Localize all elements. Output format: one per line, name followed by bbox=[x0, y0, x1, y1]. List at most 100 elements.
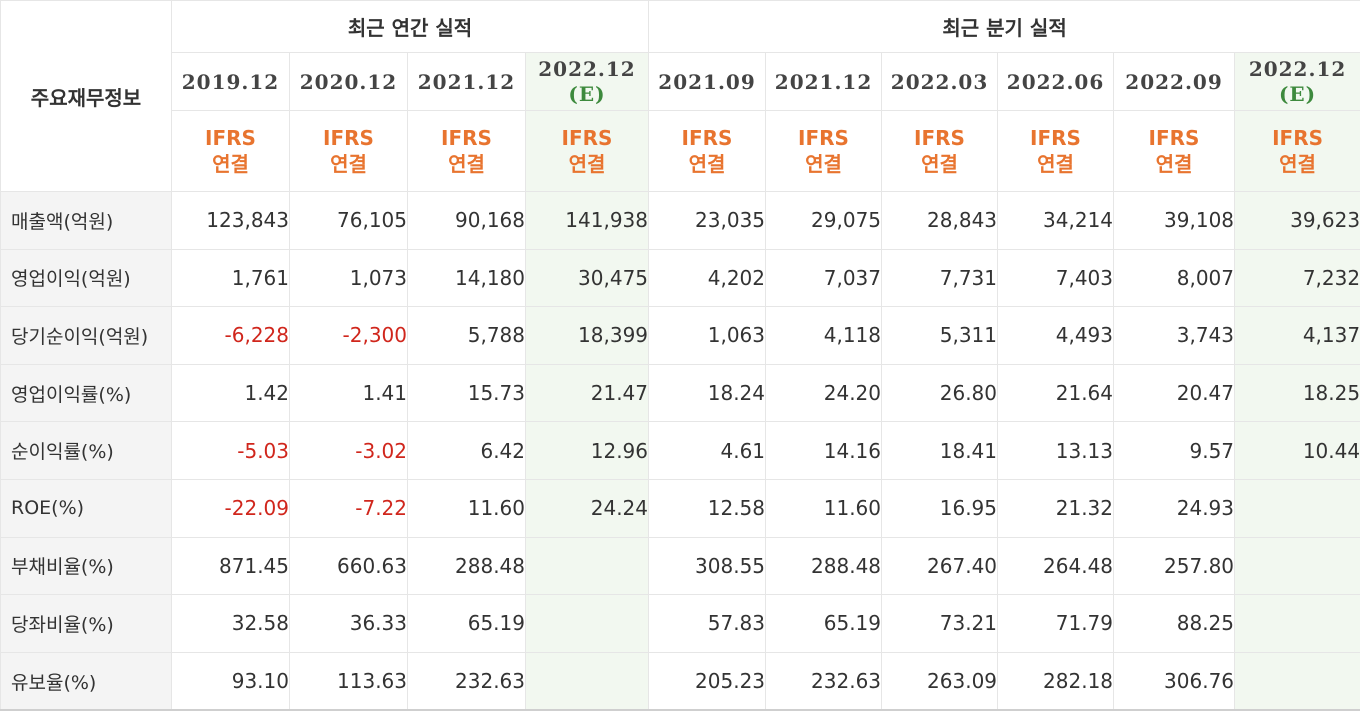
basis-consolidation: 연결 bbox=[212, 152, 249, 176]
value-cell: 232.63 bbox=[765, 651, 883, 712]
value-cell: 32.58 bbox=[171, 594, 290, 653]
value-cell: 21.32 bbox=[997, 478, 1115, 538]
basis-consolidation: 연결 bbox=[568, 152, 606, 176]
period-date: 2021.12 bbox=[774, 69, 873, 94]
period-date: 2021.12 bbox=[417, 69, 516, 94]
basis-consolidation: 연결 bbox=[1037, 152, 1074, 176]
value-cell: 29,075 bbox=[765, 191, 883, 250]
value-cell: 7,232 bbox=[1234, 248, 1360, 308]
value-cell: -22.09 bbox=[171, 478, 290, 538]
value-cell: 39,108 bbox=[1113, 191, 1236, 250]
row-label: 영업이익(억원) bbox=[0, 248, 172, 308]
table-row: 순이익률(%) -5.03 -3.02 6.42 12.96 4.61 14.16 18.41… bbox=[0, 421, 1360, 480]
basis-standard: IFRS bbox=[205, 126, 256, 150]
period-date-row: 2019.12 2020.12 2021.12 2022.12 (E) 2021.09 20… bbox=[1, 52, 1360, 111]
row-label: 영업이익률(%) bbox=[0, 363, 172, 423]
period-date-header: 2021.09 bbox=[648, 52, 767, 111]
accounting-basis-header: IFRS 연결 bbox=[881, 110, 999, 192]
value-cell: 288.48 bbox=[765, 536, 883, 596]
value-cell: 288.48 bbox=[407, 536, 526, 596]
accounting-basis-row: IFRS 연결 IFRS 연결 IFRS 연결 IFRS 연결 IFRS 연결 IFRS 연결 IFRS… bbox=[1, 110, 1360, 192]
value-cell: 14.16 bbox=[765, 421, 883, 480]
value-cell: 3,743 bbox=[1113, 306, 1236, 365]
period-date-header: 2022.12 (E) bbox=[524, 52, 650, 111]
value-cell: 4,493 bbox=[997, 306, 1115, 365]
period-date: 2022.09 bbox=[1125, 69, 1223, 94]
basis-standard: IFRS bbox=[441, 126, 492, 150]
value-cell: 30,475 bbox=[524, 248, 650, 308]
value-cell: 123,843 bbox=[171, 191, 290, 250]
value-cell: 113.63 bbox=[289, 651, 408, 712]
value-cell: 1.41 bbox=[289, 363, 408, 423]
period-date: 2022.06 bbox=[1006, 69, 1105, 94]
value-cell: 28,843 bbox=[881, 191, 999, 250]
value-cell: 16.95 bbox=[881, 478, 999, 538]
value-cell: 18,399 bbox=[524, 306, 650, 365]
table-row: 매출액(억원) 123,843 76,105 90,168 141,938 23,035 2… bbox=[0, 191, 1360, 250]
value-cell: 7,403 bbox=[997, 248, 1115, 308]
value-cell: 7,037 bbox=[765, 248, 883, 308]
period-date: 2019.12 bbox=[181, 69, 280, 94]
value-cell bbox=[524, 594, 650, 653]
value-cell: -6,228 bbox=[171, 306, 290, 365]
value-cell: 1,063 bbox=[648, 306, 767, 365]
basis-consolidation: 연결 bbox=[330, 152, 367, 176]
value-cell: 20.47 bbox=[1113, 363, 1236, 423]
value-cell: 264.48 bbox=[997, 536, 1115, 596]
value-cell bbox=[1234, 478, 1360, 538]
period-date-header: 2022.12 (E) bbox=[1234, 52, 1360, 111]
accounting-basis-header: IFRS 연결 bbox=[997, 110, 1115, 192]
accounting-basis-header: IFRS 연결 bbox=[407, 110, 526, 192]
value-cell bbox=[524, 651, 650, 712]
basis-standard: IFRS bbox=[798, 126, 849, 150]
period-date-header: 2021.12 bbox=[765, 52, 883, 111]
accounting-basis-header: IFRS 연결 bbox=[765, 110, 883, 192]
value-cell: 57.83 bbox=[648, 594, 767, 653]
value-cell: 36.33 bbox=[289, 594, 408, 653]
table-row: ROE(%) -22.09 -7.22 11.60 24.24 12.58 11.60 16.… bbox=[0, 478, 1360, 538]
value-cell: 267.40 bbox=[881, 536, 999, 596]
group-header-row: 주요재무정보 최근 연간 실적 최근 분기 실적 bbox=[0, 0, 1360, 192]
value-cell: 24.24 bbox=[524, 478, 650, 538]
value-cell: 205.23 bbox=[648, 651, 767, 712]
period-date: 2022.12 bbox=[538, 56, 636, 81]
value-cell: -2,300 bbox=[289, 306, 408, 365]
row-label: 부채비율(%) bbox=[0, 536, 172, 596]
value-cell: 4,202 bbox=[648, 248, 767, 308]
period-date: 2021.09 bbox=[658, 69, 756, 94]
group-header-annual: 최근 연간 실적 bbox=[170, 0, 650, 53]
value-cell: 88.25 bbox=[1113, 594, 1236, 653]
table-row: 당기순이익(억원) -6,228 -2,300 5,788 18,399 1,063 4,1… bbox=[0, 306, 1360, 365]
value-cell: 23,035 bbox=[648, 191, 767, 250]
table-row: 당좌비율(%) 32.58 36.33 65.19 57.83 65.19 73.21 71.… bbox=[0, 594, 1360, 653]
period-date-header: 2022.09 bbox=[1113, 52, 1236, 111]
row-label: ROE(%) bbox=[0, 478, 172, 538]
row-label: 당좌비율(%) bbox=[0, 594, 172, 653]
value-cell: 12.58 bbox=[648, 478, 767, 538]
basis-standard: IFRS bbox=[1148, 126, 1200, 150]
value-cell: 871.45 bbox=[171, 536, 290, 596]
value-cell bbox=[1234, 594, 1360, 653]
value-cell: 10.44 bbox=[1234, 421, 1360, 480]
accounting-basis-header: IFRS 연결 bbox=[171, 110, 290, 192]
value-cell: 4,118 bbox=[765, 306, 883, 365]
row-header-label: 주요재무정보 bbox=[0, 0, 172, 192]
value-cell: 24.20 bbox=[765, 363, 883, 423]
value-cell: 39,623 bbox=[1234, 191, 1360, 250]
value-cell: 21.47 bbox=[524, 363, 650, 423]
value-cell: -3.02 bbox=[289, 421, 408, 480]
value-cell: 9.57 bbox=[1113, 421, 1236, 480]
value-cell: 11.60 bbox=[765, 478, 883, 538]
value-cell: 6.42 bbox=[407, 421, 526, 480]
estimate-mark: (E) bbox=[1278, 81, 1317, 106]
accounting-basis-header: IFRS 연결 bbox=[648, 110, 767, 192]
accounting-basis-header: IFRS 연결 bbox=[1113, 110, 1236, 192]
period-date: 2022.12 bbox=[1248, 56, 1347, 81]
period-date-header: 2021.12 bbox=[407, 52, 526, 111]
value-cell: 24.93 bbox=[1113, 478, 1236, 538]
value-cell: 282.18 bbox=[997, 651, 1115, 712]
value-cell: 73.21 bbox=[881, 594, 999, 653]
period-date: 2020.12 bbox=[299, 69, 398, 94]
value-cell: 263.09 bbox=[881, 651, 999, 712]
